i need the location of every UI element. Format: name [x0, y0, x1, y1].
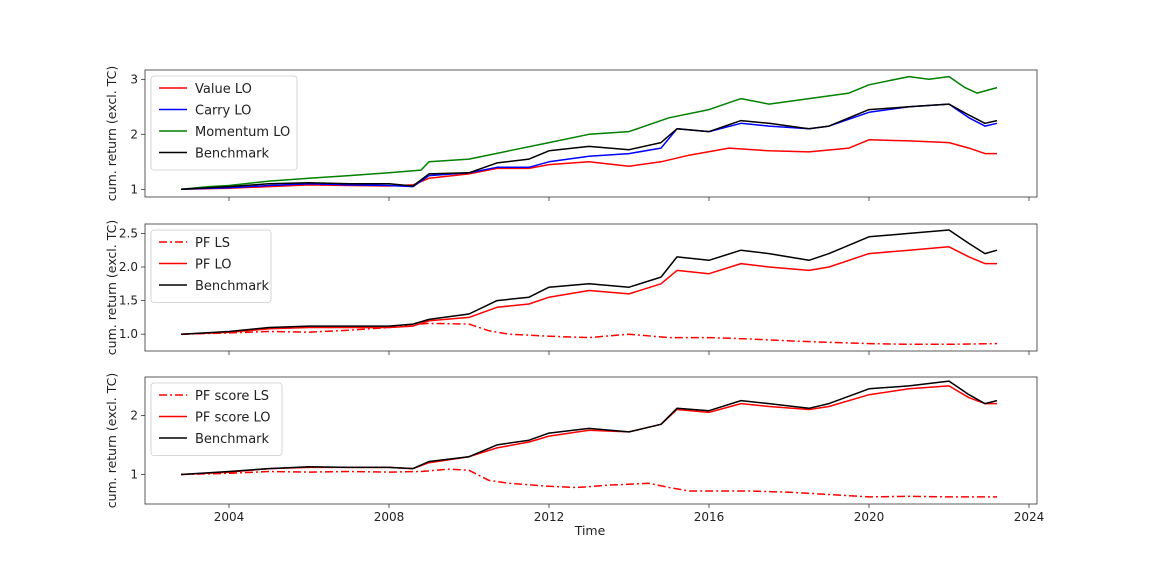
series-line-carry-lo — [180, 103, 998, 191]
legend-label: PF LS — [195, 236, 230, 251]
series-line-pf-score-lo — [180, 385, 997, 476]
x-tick-label: 2024 — [1014, 510, 1045, 524]
y-tick-label: 1 — [130, 467, 138, 481]
legend-label: PF score LS — [195, 389, 269, 404]
y-tick-label: 2.0 — [119, 260, 138, 274]
y-axis-title: cum. return (excl. TC) — [104, 220, 119, 355]
series-line-momentum-lo — [180, 75, 998, 191]
y-axis-title: cum. return (excl. TC) — [104, 66, 119, 201]
series-line-pf-lo — [180, 246, 997, 335]
series-line-benchmark — [180, 103, 998, 191]
y-tick-label: 1.0 — [119, 327, 138, 341]
series-line-pf-score-ls — [180, 468, 997, 498]
y-tick-label: 2.5 — [119, 226, 138, 240]
legend-label: PF score LO — [195, 411, 271, 426]
y-tick-label: 1 — [130, 182, 138, 196]
legend-label: Benchmark — [195, 279, 270, 294]
legend: PF LS PF LO Benchmark — [150, 229, 272, 303]
axes-frame — [144, 69, 1038, 198]
y-axis-title: cum. return (excl. TC) — [104, 373, 119, 508]
series-line-benchmark — [180, 380, 998, 476]
legend-label: Carry LO — [195, 104, 251, 119]
x-tick-label: 2012 — [534, 510, 565, 524]
panel-bottom: 1 2 2004 2008 2012 2016 2020 2024 cum. return (e… — [104, 373, 1044, 524]
legend-label: Benchmark — [195, 147, 270, 162]
series-line-value-lo — [180, 139, 997, 191]
x-tick-label: 2020 — [854, 510, 885, 524]
legend-label: Benchmark — [195, 432, 270, 447]
x-tick-label: 2004 — [214, 510, 245, 524]
legend-label: Value LO — [195, 82, 252, 97]
y-tick-label: 2 — [130, 127, 138, 141]
x-tick-label: 2016 — [694, 510, 725, 524]
y-tick-label: 1.5 — [119, 294, 138, 308]
axes-frame — [144, 376, 1038, 505]
legend: PF score LS PF score LO Benchmark — [150, 382, 283, 456]
legend-box — [150, 75, 298, 171]
axes-frame — [144, 223, 1038, 352]
legend: Value LO Carry LO Momentum LO Benchmark — [150, 75, 298, 171]
x-tick-label: 2008 — [374, 510, 405, 524]
y-tick-label: 2 — [130, 408, 138, 422]
series-line-benchmark — [180, 229, 998, 335]
series-line-pf-ls — [180, 322, 998, 346]
legend-label: PF LO — [195, 258, 231, 273]
y-tick-label: 3 — [130, 72, 138, 86]
legend-label: Momentum LO — [195, 125, 290, 140]
x-axis-title: Time — [574, 523, 606, 538]
panel-top: 1 2 3 cum. return (excl. TC) Value LO Carry L… — [104, 66, 1038, 201]
